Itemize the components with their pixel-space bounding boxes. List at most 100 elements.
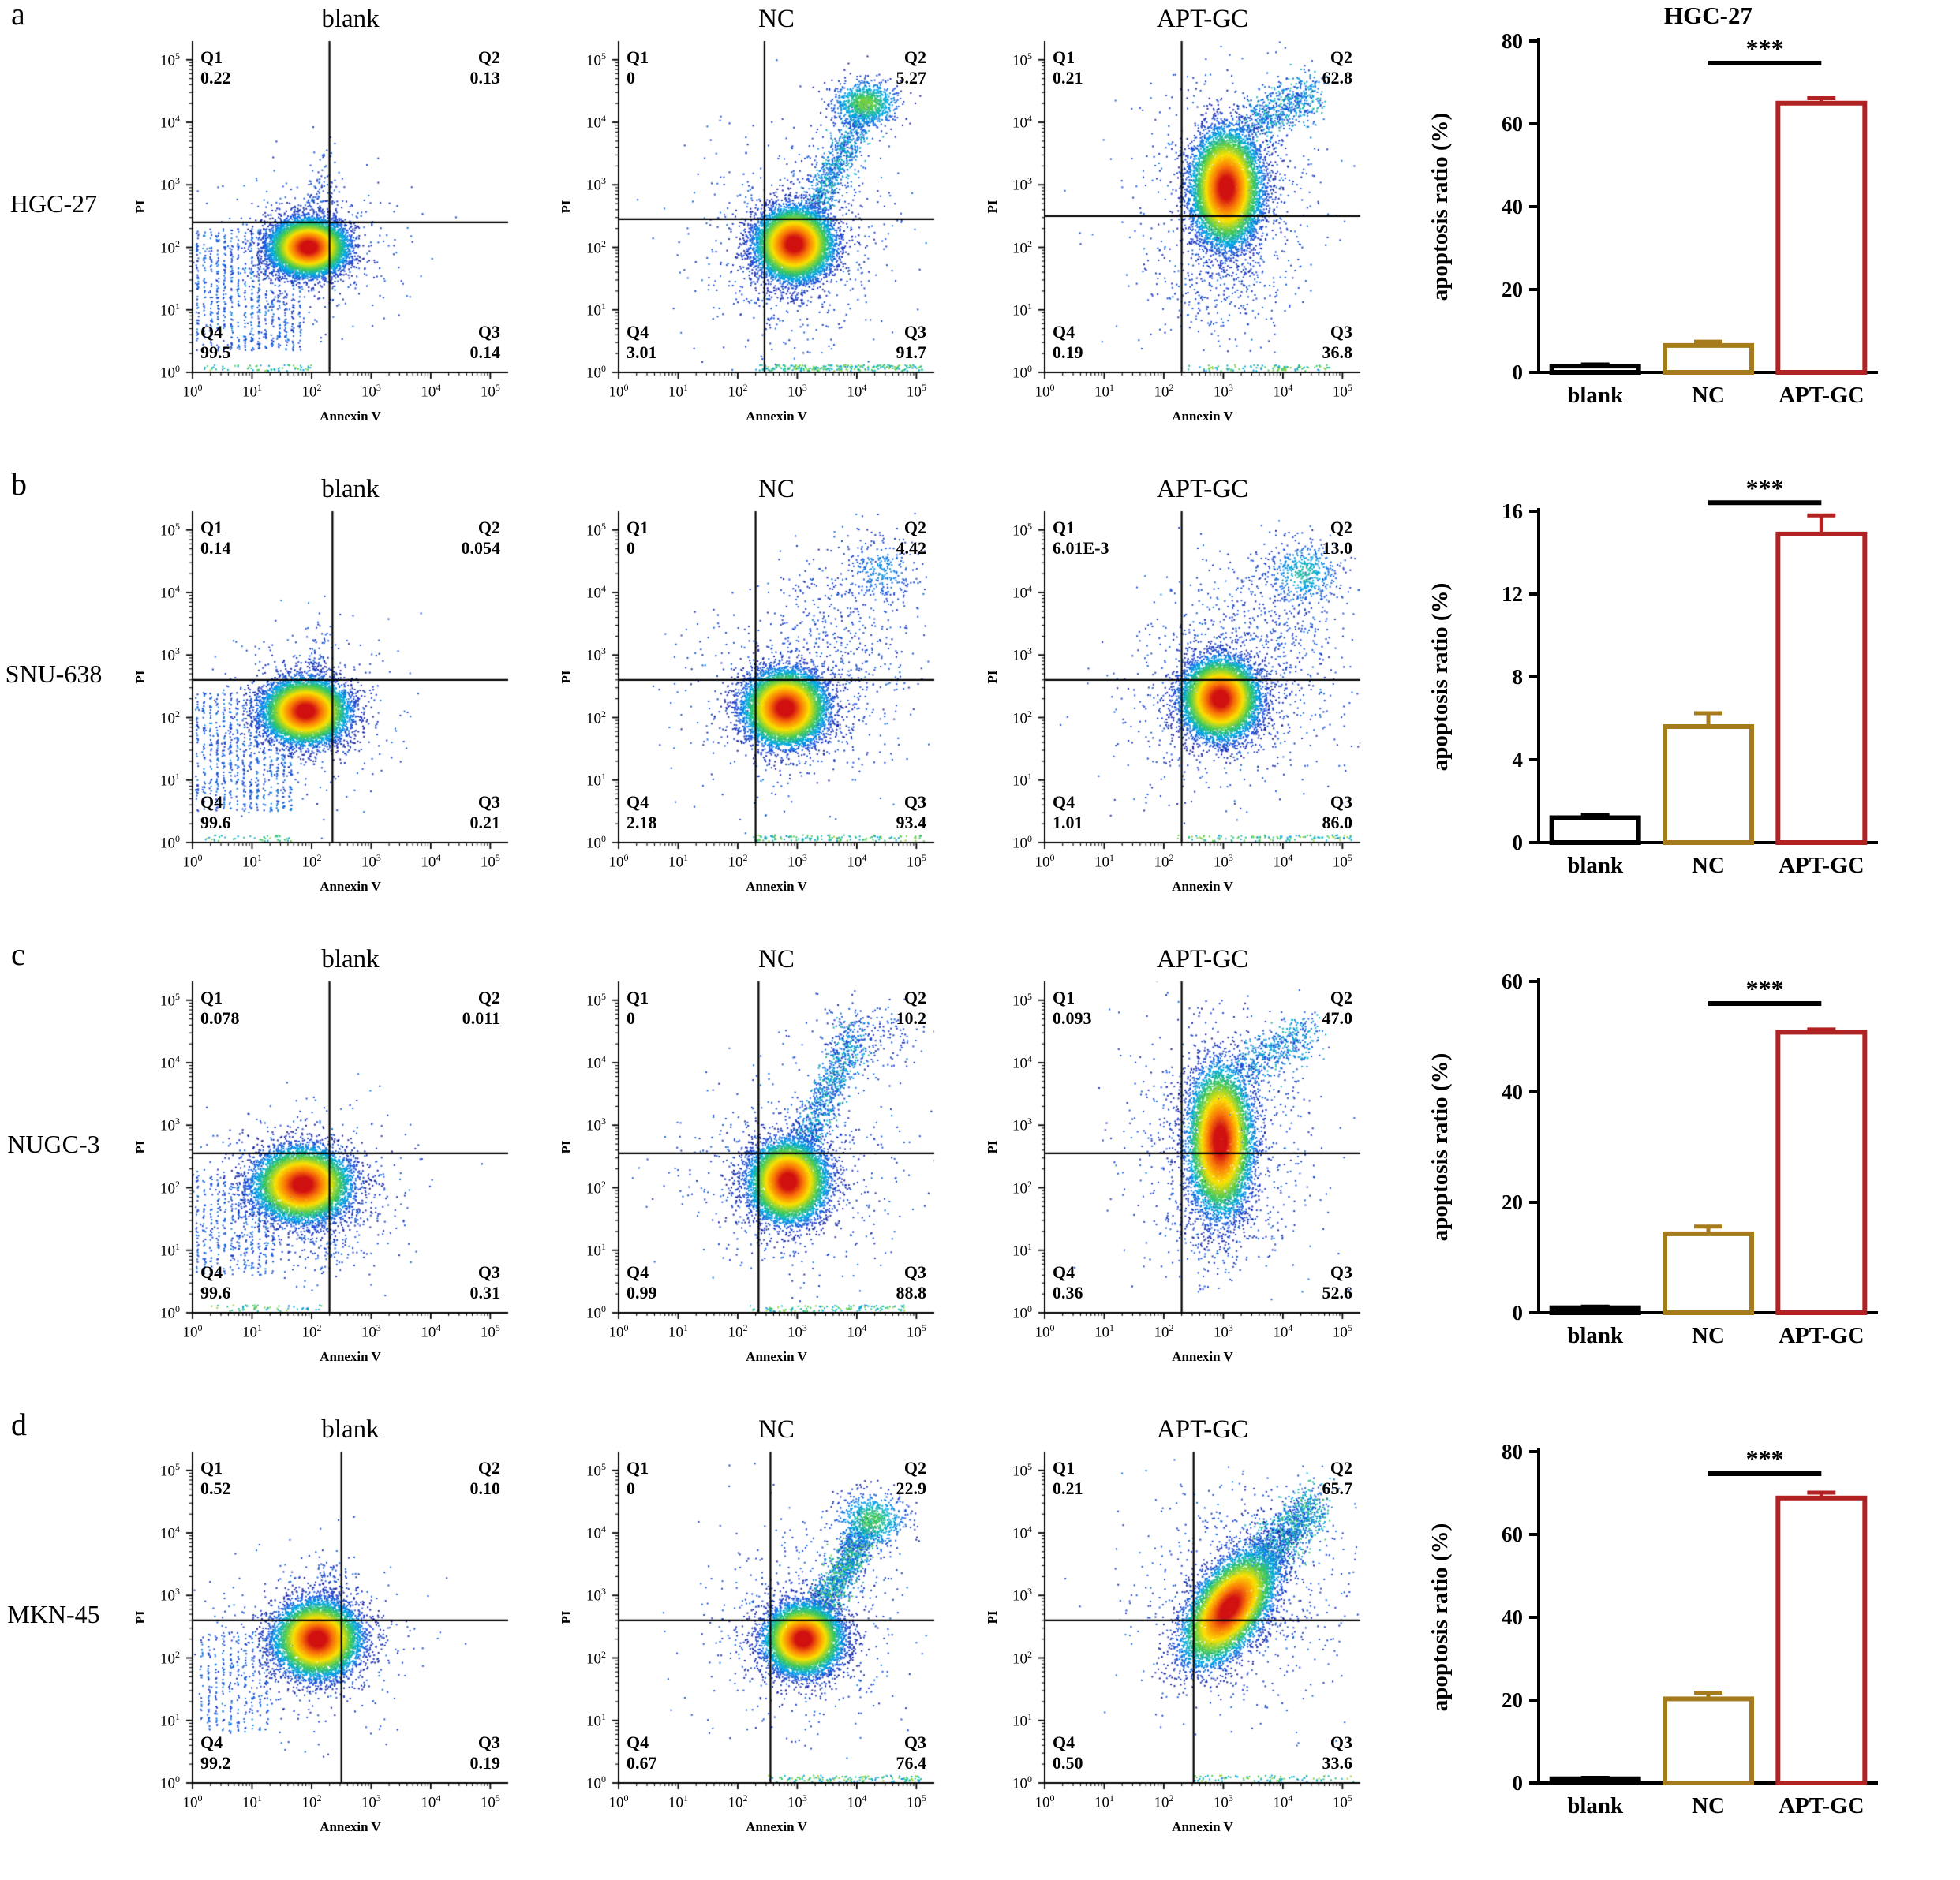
flow-y-tick-label: 105 bbox=[1012, 520, 1032, 540]
quadrant-q1-group: Q1 0.22 bbox=[200, 47, 290, 88]
quadrant-q4-name: Q4 bbox=[200, 1732, 223, 1752]
flow-y-tick-label: 101 bbox=[586, 1710, 606, 1730]
flow-x-tick-label: 105 bbox=[906, 1792, 926, 1811]
quadrant-q2-value: 22.9 bbox=[896, 1478, 927, 1498]
quadrant-q3-value: 0.21 bbox=[469, 813, 501, 832]
quadrant-q1-value: 0.093 bbox=[1053, 1008, 1092, 1028]
bar-y-tick-label: 16 bbox=[1502, 499, 1523, 523]
quadrant-q4-value: 99.6 bbox=[200, 1283, 231, 1303]
quadrant-q1-value: 0 bbox=[627, 1478, 635, 1498]
quadrant-q2-value: 65.7 bbox=[1322, 1478, 1353, 1498]
quadrant-q2-group: Q2 65.7 bbox=[1262, 1458, 1353, 1499]
flow-x-tick-label: 101 bbox=[241, 382, 262, 401]
flow-y-tick-label: 101 bbox=[586, 1240, 606, 1260]
quadrant-q3-group: Q3 0.19 bbox=[410, 1732, 501, 1773]
quadrant-q4-group: Q4 3.01 bbox=[627, 322, 716, 363]
figure-row-c: c NUGC-3 blank 100 100 101 101 102 102 103 103 104 1… bbox=[0, 936, 1960, 1411]
significance-stars: *** bbox=[1746, 974, 1784, 1003]
flow-x-axis-label: Annexin V bbox=[1172, 1819, 1233, 1834]
bar-y-tick-label: 8 bbox=[1513, 665, 1524, 689]
quadrant-q2-value: 0.054 bbox=[461, 538, 501, 558]
flow-x-tick-label: 103 bbox=[361, 1322, 381, 1341]
flow-x-tick-label: 105 bbox=[906, 1322, 926, 1341]
significance-stars: *** bbox=[1746, 473, 1784, 502]
quadrant-q1-group: Q1 0 bbox=[627, 518, 716, 559]
quadrant-q3-group: Q3 88.8 bbox=[836, 1262, 927, 1303]
flow-x-tick-label: 100 bbox=[182, 852, 203, 871]
flow-x-tick-label: 101 bbox=[668, 1792, 688, 1811]
flow-y-tick-label: 104 bbox=[1012, 583, 1032, 602]
quadrant-q4-group: Q4 0.50 bbox=[1053, 1732, 1143, 1773]
flow-x-tick-label: 104 bbox=[421, 1792, 441, 1811]
flow-plot-panel: NC 100 100 101 101 102 102 103 103 104 104 105 105 PI… bbox=[537, 940, 963, 1411]
flow-x-tick-label: 101 bbox=[241, 1322, 262, 1341]
flow-y-tick-label: 102 bbox=[160, 1648, 180, 1667]
quadrant-q3-group: Q3 36.8 bbox=[1262, 322, 1353, 363]
flow-y-tick-label: 104 bbox=[586, 1053, 606, 1072]
bar-y-tick-label: 60 bbox=[1502, 112, 1523, 136]
flow-y-tick-label: 103 bbox=[160, 175, 180, 194]
quadrant-q3-name: Q3 bbox=[1330, 792, 1352, 812]
figure-row-b: b SNU-638 blank 100 100 101 101 102 102 103 103 104… bbox=[0, 466, 1960, 940]
quadrant-q3-name: Q3 bbox=[903, 792, 926, 812]
flow-x-axis-label: Annexin V bbox=[1172, 879, 1233, 894]
quadrant-q2-name: Q2 bbox=[477, 1458, 500, 1478]
quadrant-q1-group: Q1 0.14 bbox=[200, 518, 290, 559]
bar-category-label: blank bbox=[1567, 853, 1624, 878]
quadrant-q1-value: 0.22 bbox=[200, 68, 231, 88]
flow-y-tick-label: 102 bbox=[1012, 1648, 1032, 1667]
flow-x-tick-label: 105 bbox=[1332, 1322, 1352, 1341]
bar-chart-svg: apoptosis ratio (%) 0 4 8 12 16 blank NC APT-GC *… bbox=[1427, 473, 1878, 878]
flow-x-tick-label: 105 bbox=[480, 1792, 500, 1811]
flow-y-tick-label: 102 bbox=[586, 708, 606, 727]
flow-x-tick-label: 105 bbox=[906, 852, 926, 871]
flow-x-tick-label: 102 bbox=[1154, 1792, 1174, 1811]
quadrant-q4-value: 2.18 bbox=[627, 813, 657, 832]
bar-y-tick-label: 20 bbox=[1502, 278, 1523, 301]
flow-x-tick-label: 104 bbox=[421, 852, 441, 871]
quadrant-q1-name: Q1 bbox=[1053, 47, 1075, 67]
flow-scatter-canvas bbox=[1034, 1444, 1381, 1800]
quadrant-q1-name: Q1 bbox=[200, 988, 223, 1007]
bar-chart-panel: apoptosis ratio (%) 0 4 8 12 16 blank NC APT-GC *… bbox=[1412, 470, 1960, 940]
flow-y-axis-label: PI bbox=[133, 1610, 148, 1624]
flow-x-axis-label: Annexin V bbox=[746, 879, 807, 894]
flow-x-tick-label: 102 bbox=[728, 382, 748, 401]
figure-row-d: d MKN-45 blank 100 100 101 101 102 102 103 103 104 1… bbox=[0, 1407, 1960, 1880]
flow-x-tick-label: 101 bbox=[241, 852, 262, 871]
quadrant-q2-group: Q2 62.8 bbox=[1262, 47, 1353, 88]
flow-plot-title: NC bbox=[758, 945, 795, 974]
quadrant-q3-name: Q3 bbox=[903, 1262, 926, 1282]
flow-x-tick-label: 100 bbox=[182, 382, 203, 401]
quadrant-q1-group: Q1 0.078 bbox=[200, 988, 290, 1029]
bar-category-label: APT-GC bbox=[1779, 1793, 1865, 1818]
flow-y-tick-label: 104 bbox=[1012, 1053, 1032, 1072]
quadrant-q4-name: Q4 bbox=[200, 1262, 223, 1282]
quadrant-q4-value: 3.01 bbox=[627, 342, 657, 362]
panel-letter: d bbox=[11, 1407, 27, 1442]
flow-plot-panel: blank 100 100 101 101 102 102 103 103 104 104 105 10… bbox=[110, 0, 537, 470]
bar-chart-panel: apoptosis ratio (%) 0 20 40 60 blank NC APT-GC *… bbox=[1412, 940, 1960, 1411]
flow-x-tick-label: 105 bbox=[480, 382, 500, 401]
flow-y-axis-label: PI bbox=[559, 1140, 574, 1154]
quadrant-q4-value: 0.50 bbox=[1053, 1753, 1083, 1773]
quadrant-q4-value: 99.2 bbox=[200, 1753, 231, 1773]
quadrant-q4-name: Q4 bbox=[627, 322, 649, 342]
quadrant-q4-group: Q4 2.18 bbox=[627, 792, 716, 833]
quadrant-q1-value: 0 bbox=[627, 538, 635, 558]
bar-category-label: blank bbox=[1567, 383, 1624, 408]
flow-y-tick-label: 100 bbox=[1012, 363, 1032, 382]
bar-chart-title: HGC-27 bbox=[1664, 2, 1752, 29]
flow-x-tick-label: 101 bbox=[1094, 1322, 1114, 1341]
flow-plot-panel: APT-GC 100 100 101 101 102 102 103 103 104 104 105 1… bbox=[963, 1411, 1389, 1880]
flow-y-tick-label: 103 bbox=[1012, 1116, 1032, 1134]
flow-x-tick-label: 100 bbox=[608, 382, 629, 401]
quadrant-q1-group: Q1 0 bbox=[627, 988, 716, 1029]
flow-scatter-canvas bbox=[608, 1444, 955, 1800]
quadrant-q4-group: Q4 0.99 bbox=[627, 1262, 716, 1303]
quadrant-q3-name: Q3 bbox=[477, 1262, 500, 1282]
flow-x-tick-label: 103 bbox=[787, 852, 807, 871]
bar-apt-gc bbox=[1775, 1495, 1868, 1786]
quadrant-q2-group: Q2 0.011 bbox=[410, 988, 500, 1029]
quadrant-q3-name: Q3 bbox=[903, 322, 926, 342]
